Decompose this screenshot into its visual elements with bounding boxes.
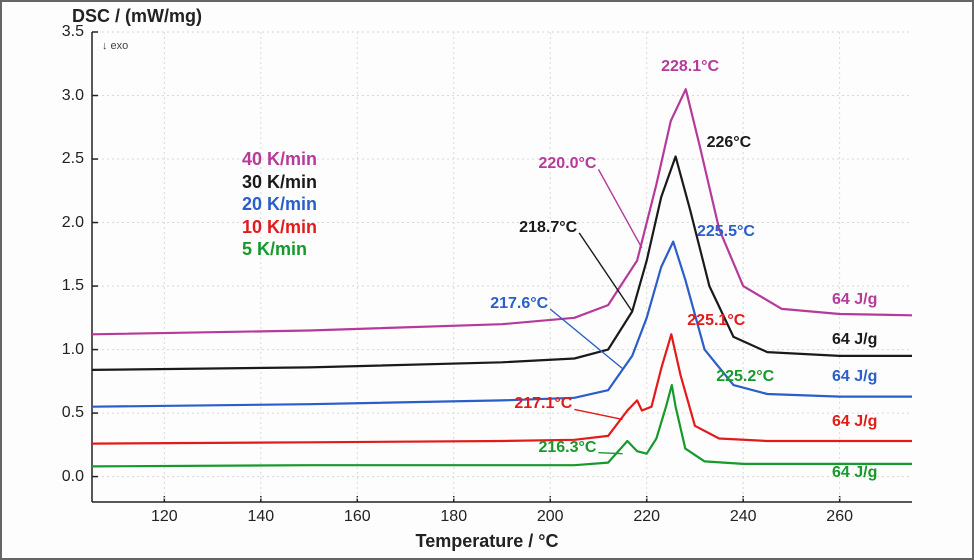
x-tick-label: 200	[537, 508, 564, 526]
chart-annotation: 217.6°C	[490, 295, 548, 313]
chart-annotation: 225.2°C	[716, 368, 774, 386]
y-tick-label: 0.5	[44, 404, 84, 422]
legend-item: 20 K/min	[242, 193, 317, 216]
chart-annotation: 226°C	[707, 134, 752, 152]
chart-annotation: 225.5°C	[697, 223, 755, 241]
x-tick-label: 220	[633, 508, 660, 526]
chart-annotation: 64 J/g	[832, 464, 877, 482]
chart-annotation: 64 J/g	[832, 368, 877, 386]
x-tick-label: 180	[440, 508, 467, 526]
y-tick-label: 1.0	[44, 341, 84, 359]
legend: 40 K/min30 K/min20 K/min10 K/min5 K/min	[242, 148, 317, 261]
legend-item: 10 K/min	[242, 216, 317, 239]
x-tick-label: 160	[344, 508, 371, 526]
chart-frame: DSC / (mW/mg) ↓ exo 0.00.51.01.52.02.53.…	[0, 0, 974, 560]
chart-annotation: 220.0°C	[538, 155, 596, 173]
plot-area: 0.00.51.01.52.02.53.03.5 120140160180200…	[92, 32, 912, 502]
x-tick-label: 120	[151, 508, 178, 526]
legend-item: 5 K/min	[242, 238, 317, 261]
y-tick-label: 3.5	[44, 23, 84, 41]
y-tick-label: 3.0	[44, 87, 84, 105]
y-tick-label: 0.0	[44, 468, 84, 486]
x-tick-label: 140	[247, 508, 274, 526]
x-tick-label: 260	[826, 508, 853, 526]
chart-annotation: 64 J/g	[832, 413, 877, 431]
legend-item: 30 K/min	[242, 171, 317, 194]
chart-annotation: 228.1°C	[661, 58, 719, 76]
y-tick-label: 2.0	[44, 214, 84, 232]
x-axis-title: Temperature / °C	[2, 531, 972, 552]
y-tick-label: 2.5	[44, 150, 84, 168]
x-tick-label: 240	[730, 508, 757, 526]
y-axis-title: DSC / (mW/mg)	[72, 6, 202, 27]
plot-svg	[92, 32, 912, 502]
chart-annotation: 217.1°C	[514, 395, 572, 413]
chart-annotation: 64 J/g	[832, 331, 877, 349]
y-tick-label: 1.5	[44, 277, 84, 295]
legend-item: 40 K/min	[242, 148, 317, 171]
chart-annotation: 218.7°C	[519, 219, 577, 237]
chart-annotation: 64 J/g	[832, 291, 877, 309]
chart-annotation: 225.1°C	[687, 312, 745, 330]
chart-annotation: 216.3°C	[538, 439, 596, 457]
dsc-chart: 0.00.51.01.52.02.53.03.5 120140160180200…	[92, 32, 912, 502]
